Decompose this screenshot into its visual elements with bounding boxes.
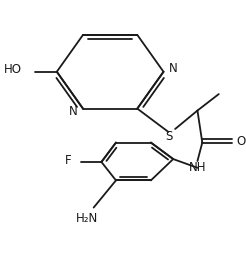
Text: O: O xyxy=(236,135,246,148)
Text: H₂N: H₂N xyxy=(76,212,98,225)
Text: N: N xyxy=(69,105,78,118)
Text: S: S xyxy=(166,130,173,143)
Text: F: F xyxy=(65,154,71,168)
Text: NH: NH xyxy=(189,161,206,174)
Text: HO: HO xyxy=(4,63,22,76)
Text: N: N xyxy=(169,62,178,75)
